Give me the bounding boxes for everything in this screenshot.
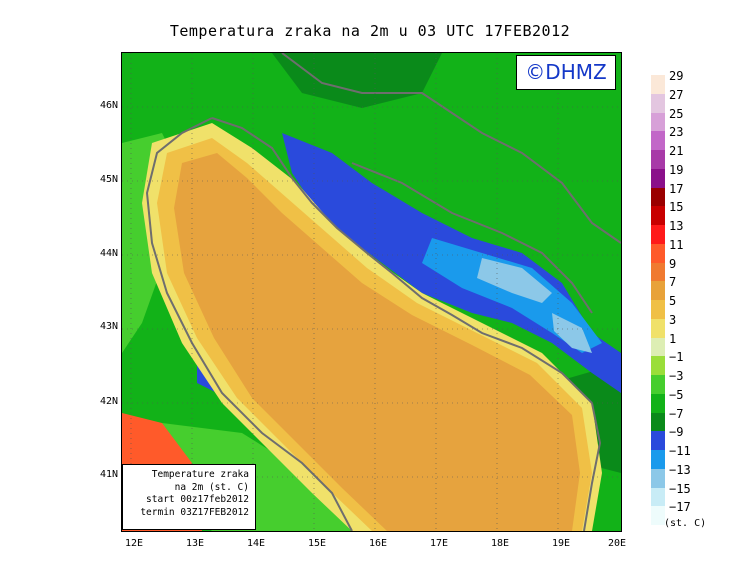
legend-swatch bbox=[651, 468, 665, 488]
color-legend bbox=[651, 75, 665, 525]
legend-swatch bbox=[651, 281, 665, 300]
legend-swatch bbox=[651, 206, 665, 225]
temperature-map bbox=[121, 52, 622, 532]
legend-label: 27 bbox=[669, 87, 684, 102]
legend-swatch bbox=[651, 168, 665, 188]
dhmz-credit-box: ©DHMZ bbox=[516, 55, 616, 90]
legend-label: 25 bbox=[669, 106, 684, 121]
legend-swatch bbox=[651, 131, 665, 150]
legend-swatch bbox=[651, 356, 665, 375]
info-line-unit: na 2m (st. C) bbox=[174, 481, 249, 493]
legend-swatch bbox=[651, 487, 665, 507]
legend-label: 7 bbox=[669, 275, 677, 290]
legend-swatch bbox=[651, 262, 665, 282]
border-bosnia bbox=[351, 162, 593, 314]
lon-label-13: 13E bbox=[186, 538, 205, 549]
info-box: Temperature zraka na 2m (st. C) start 00… bbox=[122, 464, 256, 530]
legend-unit: (st. C) bbox=[664, 518, 707, 529]
legend-swatch bbox=[651, 112, 665, 132]
legend-label: 19 bbox=[669, 162, 684, 177]
lon-label-20: 20E bbox=[608, 538, 627, 549]
legend-swatch bbox=[651, 450, 665, 469]
lon-label-14: 14E bbox=[247, 538, 266, 549]
legend-label: −7 bbox=[669, 406, 684, 421]
legend-swatch bbox=[651, 337, 665, 357]
legend-label: −5 bbox=[669, 387, 684, 402]
legend-swatch bbox=[651, 431, 665, 450]
lon-label-15: 15E bbox=[308, 538, 327, 549]
legend-label: −1 bbox=[669, 350, 684, 365]
legend-label: 3 bbox=[669, 312, 677, 327]
legend-swatch bbox=[651, 318, 665, 338]
legend-swatch bbox=[651, 93, 665, 113]
legend-label: −15 bbox=[669, 481, 691, 496]
legend-label: 17 bbox=[669, 181, 684, 196]
info-line-variable: Temperature zraka bbox=[151, 469, 249, 480]
info-line-termin: termin 03Z17FEB2012 bbox=[140, 506, 249, 518]
lon-label-16: 16E bbox=[369, 538, 388, 549]
lon-label-17: 17E bbox=[430, 538, 449, 549]
legend-label: −11 bbox=[669, 444, 691, 458]
land-dark-patch-north bbox=[272, 53, 442, 108]
lon-label-18: 18E bbox=[491, 538, 510, 549]
legend-swatch bbox=[651, 187, 665, 207]
legend-label: −9 bbox=[669, 425, 684, 440]
coastline-east bbox=[211, 117, 602, 531]
legend-label: 11 bbox=[669, 237, 684, 252]
legend-swatch bbox=[651, 506, 665, 525]
coastline-west bbox=[145, 117, 353, 531]
legend-label: 9 bbox=[669, 256, 677, 271]
legend-swatch bbox=[651, 375, 665, 394]
lat-label-42: 42N bbox=[99, 396, 118, 407]
legend-swatch bbox=[651, 75, 665, 94]
cold-pale-core bbox=[477, 258, 552, 303]
legend-label: 13 bbox=[669, 219, 684, 233]
legend-label: 23 bbox=[669, 125, 684, 140]
legend-swatch bbox=[651, 393, 665, 413]
sea-warm bbox=[174, 153, 580, 531]
legend-label: 15 bbox=[669, 200, 684, 215]
legend-swatch bbox=[651, 150, 665, 169]
grid-lines bbox=[122, 53, 621, 531]
legend-swatch bbox=[651, 300, 665, 319]
map-canvas bbox=[122, 53, 621, 531]
legend-label: 5 bbox=[669, 294, 677, 308]
legend-label: −17 bbox=[669, 500, 691, 515]
legend-label: 1 bbox=[669, 331, 677, 346]
legend-label: −13 bbox=[669, 462, 691, 477]
legend-label: −3 bbox=[669, 369, 684, 383]
lat-label-43: 43N bbox=[99, 321, 118, 332]
legend-label: 29 bbox=[669, 69, 684, 83]
legend-swatch bbox=[651, 412, 665, 432]
lat-label-46: 46N bbox=[99, 100, 118, 111]
lon-label-19: 19E bbox=[552, 538, 571, 549]
border-inland bbox=[281, 53, 621, 244]
map-title: Temperatura zraka na 2m u 03 UTC 17FEB20… bbox=[169, 22, 571, 40]
info-line-start: start 00z17feb2012 bbox=[146, 494, 249, 505]
cold-pale-core-east bbox=[552, 313, 592, 353]
legend-swatch bbox=[651, 225, 665, 244]
lat-label-44: 44N bbox=[99, 248, 118, 259]
lon-label-12: 12E bbox=[125, 538, 144, 549]
legend-label: 21 bbox=[669, 144, 684, 158]
lat-label-41: 41N bbox=[99, 469, 118, 480]
legend-swatch bbox=[651, 243, 665, 263]
lat-label-45: 45N bbox=[99, 174, 118, 185]
